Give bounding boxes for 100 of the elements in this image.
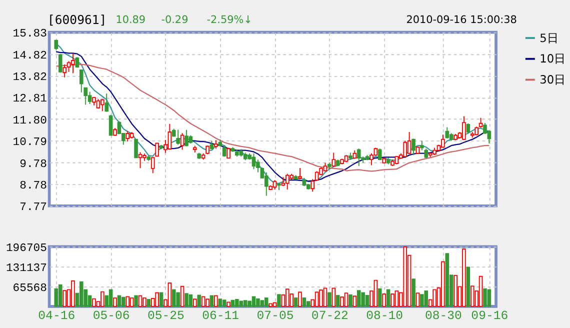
category-label: 09-16 bbox=[471, 309, 508, 324]
bar bbox=[256, 298, 260, 307]
candlestick bbox=[71, 52, 75, 74]
candlestick bbox=[441, 134, 445, 148]
y-tick-label: 7.77 bbox=[20, 202, 47, 214]
bar bbox=[412, 278, 416, 307]
text: 2010-09-16 15:00:38 bbox=[406, 14, 517, 26]
bar bbox=[54, 288, 58, 307]
y-tick-label: 11.80 bbox=[12, 115, 48, 128]
candlestick bbox=[356, 148, 361, 167]
bar bbox=[378, 288, 382, 307]
bar bbox=[184, 293, 188, 307]
candlestick bbox=[310, 178, 315, 192]
candlestick bbox=[180, 132, 184, 150]
bar bbox=[356, 290, 361, 307]
y-tick-label: 8.78 bbox=[20, 180, 48, 192]
bar bbox=[108, 289, 113, 307]
category-label: 08-10 bbox=[366, 309, 404, 324]
candlestick bbox=[126, 130, 130, 142]
bar bbox=[348, 294, 352, 307]
bar bbox=[386, 289, 390, 307]
candlestick bbox=[176, 129, 180, 146]
y-tick-label: 12.81 bbox=[12, 94, 48, 106]
y-tick-label: 14.82 bbox=[12, 50, 48, 62]
bar bbox=[294, 297, 298, 307]
bar bbox=[222, 300, 226, 307]
y-tick-label: 196705 bbox=[6, 242, 48, 255]
bar bbox=[420, 294, 424, 307]
bar bbox=[252, 296, 256, 307]
bar bbox=[230, 300, 235, 307]
candlestick bbox=[264, 172, 268, 196]
bar bbox=[122, 296, 126, 307]
candlestick bbox=[478, 117, 483, 128]
y-tick-label: 15.83 bbox=[12, 28, 48, 41]
bar bbox=[260, 300, 264, 307]
candlestick bbox=[466, 122, 470, 134]
candlestick bbox=[58, 54, 62, 74]
bar bbox=[328, 292, 332, 307]
category-label: 08-30 bbox=[424, 309, 462, 324]
candlestick bbox=[79, 70, 84, 93]
category-label: 06-11 bbox=[202, 309, 240, 324]
bar bbox=[306, 301, 310, 307]
bar bbox=[159, 292, 164, 307]
candlestick bbox=[272, 180, 277, 190]
bar bbox=[361, 292, 365, 307]
candlestick bbox=[407, 132, 412, 154]
bar bbox=[445, 253, 450, 307]
bar bbox=[235, 298, 239, 307]
text: 10.89 bbox=[116, 14, 146, 26]
bar bbox=[239, 300, 244, 307]
candlestick bbox=[108, 114, 113, 136]
candlestick bbox=[134, 138, 138, 158]
legend-label: 5日 bbox=[540, 30, 558, 45]
candlestick bbox=[84, 87, 88, 106]
bar bbox=[264, 297, 268, 307]
candlestick bbox=[462, 116, 466, 141]
y-tick-label: 131137 bbox=[6, 262, 47, 275]
legend-label: 10日 bbox=[540, 52, 566, 66]
candlestick bbox=[285, 173, 290, 190]
candlestick bbox=[104, 93, 109, 112]
bar bbox=[117, 295, 122, 307]
bar bbox=[302, 297, 306, 307]
candlestick bbox=[184, 129, 188, 147]
bar bbox=[483, 288, 487, 307]
candlestick bbox=[62, 64, 66, 78]
bar bbox=[487, 289, 492, 307]
category-label: 04-16 bbox=[38, 309, 76, 324]
y-tick-label: 9.78 bbox=[20, 158, 48, 171]
candlestick bbox=[100, 98, 104, 112]
bar bbox=[365, 295, 370, 307]
y-tick-label: 65568 bbox=[12, 282, 48, 295]
bar bbox=[466, 266, 470, 307]
text: -2.59%↓ bbox=[206, 14, 252, 26]
bar bbox=[172, 289, 176, 307]
category-label: 07-05 bbox=[256, 309, 294, 324]
candlestick bbox=[168, 123, 172, 150]
candlestick bbox=[138, 152, 142, 169]
candlestick bbox=[88, 91, 92, 105]
candlestick bbox=[155, 142, 159, 157]
bar bbox=[197, 294, 201, 307]
candlestick bbox=[412, 138, 416, 156]
candlestick bbox=[252, 152, 256, 170]
bar bbox=[210, 295, 214, 307]
bar bbox=[58, 284, 62, 307]
y-tick-label: 13.82 bbox=[12, 72, 48, 84]
bar bbox=[134, 295, 138, 307]
candlestick bbox=[445, 126, 450, 139]
bar bbox=[277, 294, 281, 307]
y-tick-label: 10.79 bbox=[12, 137, 48, 150]
bar bbox=[188, 294, 193, 307]
bar bbox=[243, 300, 248, 307]
chart-title: [600961] bbox=[47, 12, 107, 27]
candlestick bbox=[403, 140, 407, 158]
bar bbox=[424, 290, 428, 307]
bar bbox=[218, 298, 222, 307]
category-label: 05-25 bbox=[147, 309, 184, 324]
text: -0.29 bbox=[161, 14, 188, 26]
bar bbox=[146, 298, 151, 307]
candlestick bbox=[298, 168, 302, 180]
legend-label: 30日 bbox=[540, 72, 566, 87]
